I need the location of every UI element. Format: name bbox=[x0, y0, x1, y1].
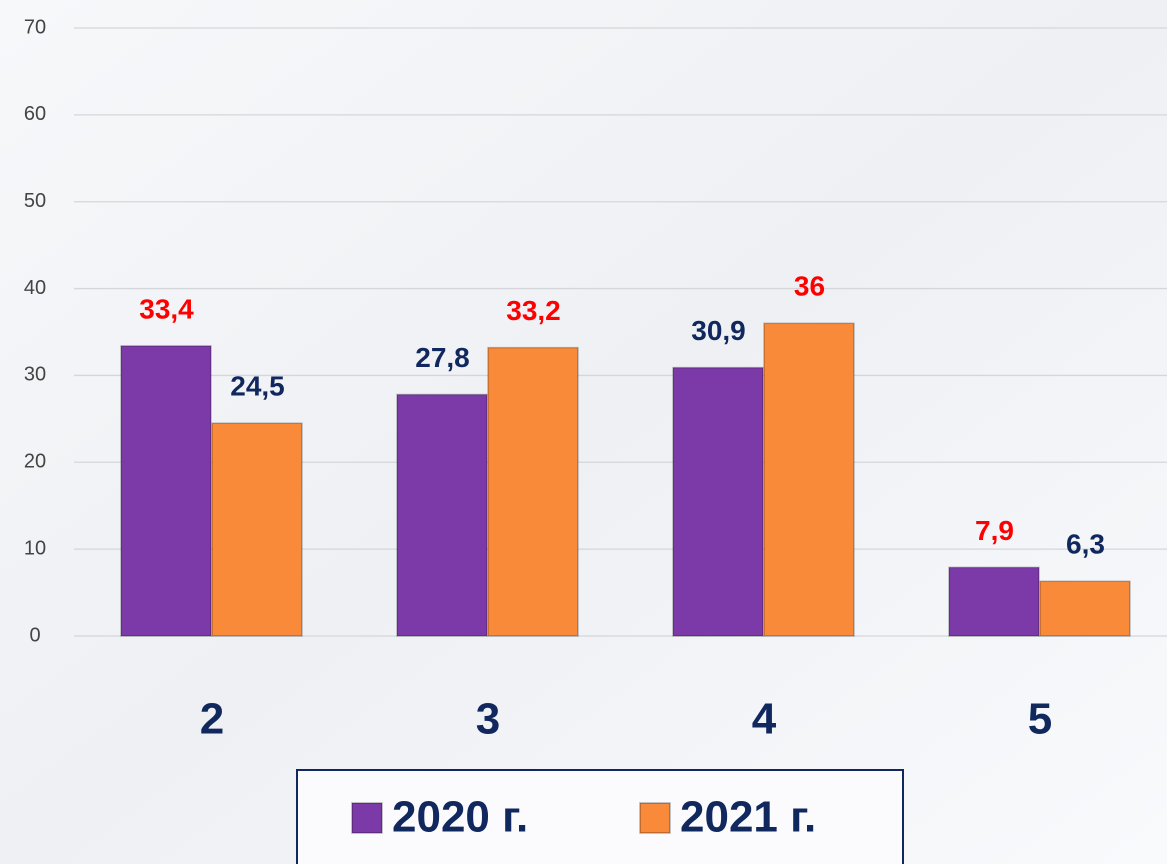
value-label: 6,3 bbox=[1066, 529, 1105, 560]
y-tick-label: 50 bbox=[24, 190, 46, 212]
legend-label: 2021 г. bbox=[680, 793, 816, 842]
value-label: 33,2 bbox=[506, 295, 561, 326]
value-label: 36 bbox=[794, 271, 825, 302]
value-label: 24,5 bbox=[230, 371, 285, 402]
value-label: 33,4 bbox=[139, 293, 194, 324]
bar bbox=[211, 422, 303, 637]
legend-box bbox=[296, 769, 904, 864]
y-tick-label: 0 bbox=[29, 624, 40, 646]
x-tick-label: 5 bbox=[1028, 695, 1052, 744]
bar bbox=[487, 346, 579, 637]
y-tick-label: 10 bbox=[24, 537, 46, 559]
legend-swatch bbox=[351, 802, 383, 834]
value-label: 27,8 bbox=[415, 342, 470, 373]
bar bbox=[396, 393, 488, 637]
bar bbox=[672, 366, 764, 637]
y-tick-label: 30 bbox=[24, 364, 46, 386]
y-tick-label: 60 bbox=[24, 103, 46, 125]
bar bbox=[120, 345, 212, 637]
value-label: 7,9 bbox=[975, 515, 1014, 546]
bar bbox=[948, 566, 1040, 637]
legend-swatch bbox=[639, 802, 671, 834]
y-tick-label: 20 bbox=[24, 451, 46, 473]
legend-label: 2020 г. bbox=[392, 793, 528, 842]
x-tick-label: 4 bbox=[752, 695, 777, 744]
bar bbox=[763, 322, 855, 637]
value-label: 30,9 bbox=[691, 315, 746, 346]
x-tick-label: 2 bbox=[200, 695, 224, 744]
x-tick-label: 3 bbox=[476, 695, 500, 744]
bar bbox=[1039, 580, 1131, 637]
y-tick-label: 40 bbox=[24, 277, 46, 299]
y-tick-label: 70 bbox=[24, 16, 46, 38]
